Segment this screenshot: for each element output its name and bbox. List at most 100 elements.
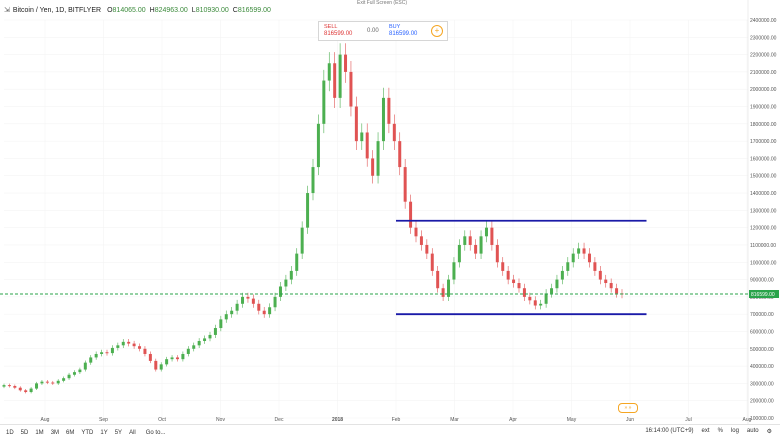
candle-body: [78, 369, 82, 373]
candle-body: [447, 279, 451, 297]
candle-body: [175, 357, 179, 360]
symbol-search-icon[interactable]: ⇲: [4, 7, 10, 14]
x-tick-label: Aug: [41, 417, 50, 423]
candle-body: [257, 303, 261, 311]
candle-body: [2, 385, 6, 387]
candle-body: [365, 132, 369, 159]
candle-body: [550, 288, 554, 294]
range-5y[interactable]: 5Y: [114, 429, 123, 436]
candle-body: [425, 244, 429, 254]
candle-body: [387, 97, 391, 124]
candle-body: [40, 381, 44, 384]
candle-body: [344, 54, 348, 72]
candle-body: [219, 319, 223, 329]
candle-body: [51, 382, 55, 384]
candle-body: [414, 227, 418, 237]
sell-label[interactable]: SELL: [324, 24, 338, 30]
range-6m[interactable]: 6M: [66, 429, 75, 436]
y-tick-label: 1400000.00: [750, 191, 777, 197]
candle-body: [517, 283, 521, 289]
candle-body: [138, 346, 142, 349]
candle-body: [479, 236, 483, 254]
candle-body: [311, 167, 315, 194]
candle-body: [593, 262, 597, 271]
ext-toggle[interactable]: ext: [701, 428, 710, 434]
candle-body: [235, 303, 239, 311]
y-tick-label: 1300000.00: [750, 208, 777, 214]
candle-body: [333, 63, 337, 98]
symbol-title[interactable]: Bitcoin / Yen, 1D, BITFLYER: [12, 6, 102, 14]
candle-body: [208, 334, 212, 339]
y-tick-label: 1900000.00: [750, 105, 777, 111]
x-tick-label: Mar: [450, 417, 459, 423]
percent-toggle[interactable]: %: [717, 428, 723, 434]
candle-body: [463, 236, 467, 245]
bottom-toolbar: 1D 5D 1M 3M 6M YTD 1Y 5Y All Go to... 16…: [0, 424, 780, 440]
x-tick-label: Dec: [275, 417, 284, 423]
candle-body: [62, 378, 66, 381]
x-tick-label: Jul: [685, 417, 691, 423]
log-toggle[interactable]: log: [730, 428, 739, 434]
candles-group: [2, 43, 624, 394]
candle-body: [268, 307, 272, 315]
x-tick-label: Apr: [509, 417, 517, 423]
candle-body: [598, 270, 602, 280]
x-tick-label: Sep: [99, 417, 108, 423]
add-order-icon[interactable]: +: [431, 25, 443, 37]
candle-body: [419, 236, 423, 245]
candle-body: [13, 385, 17, 388]
candle-body: [522, 288, 526, 297]
chart-grid: [4, 19, 748, 419]
range-ytd[interactable]: YTD: [81, 429, 94, 436]
candle-body: [539, 303, 543, 306]
candle-body: [35, 383, 39, 389]
y-tick-label: 2200000.00: [750, 53, 777, 59]
range-1m[interactable]: 1M: [35, 429, 44, 436]
y-tick-label: 2400000.00: [750, 18, 777, 24]
candle-body: [316, 123, 320, 168]
range-1d[interactable]: 1D: [6, 429, 14, 436]
goto-button[interactable]: Go to...: [145, 429, 166, 436]
candle-body: [154, 360, 158, 370]
candle-body: [501, 262, 505, 271]
candle-body: [528, 296, 532, 301]
price-chart[interactable]: 2400000.00 2300000.00 2200000.00 2100000.00…: [0, 0, 780, 424]
candle-body: [533, 300, 537, 306]
candle-body: [544, 293, 548, 304]
candle-body: [615, 288, 619, 294]
candle-body: [338, 54, 342, 98]
y-tick-label: 1100000.00: [750, 243, 776, 249]
range-5d[interactable]: 5D: [20, 429, 29, 436]
candle-body: [94, 353, 98, 358]
candle-body: [604, 279, 608, 284]
candle-body: [273, 296, 277, 308]
range-1y[interactable]: 1Y: [100, 429, 108, 436]
spread-value: 0.00: [367, 28, 379, 34]
candle-body: [110, 347, 114, 354]
y-tick-label: 400000.00: [750, 364, 774, 370]
auto-toggle[interactable]: auto: [746, 428, 759, 434]
scroll-to-realtime-icon[interactable]: » »: [618, 403, 638, 413]
candle-body: [506, 270, 510, 280]
candle-body: [306, 193, 310, 228]
gear-icon[interactable]: ⚙: [766, 429, 772, 435]
candle-body: [89, 357, 93, 363]
candle-body: [116, 345, 120, 348]
candle-body: [45, 381, 49, 383]
buy-price[interactable]: 816599.00: [389, 31, 418, 37]
date-range-buttons: 1D 5D 1M 3M 6M YTD 1Y 5Y All: [6, 430, 136, 436]
candle-body: [83, 362, 87, 370]
x-tick-label: Aug: [743, 417, 752, 423]
exit-fullscreen-button[interactable]: Exit Full Screen (ESC): [357, 0, 408, 6]
candle-body: [121, 341, 125, 346]
range-all[interactable]: All: [129, 429, 136, 436]
sell-price[interactable]: 816599.00: [324, 31, 353, 37]
candle-body: [143, 348, 147, 354]
time-readout[interactable]: 16:14:00 (UTC+9): [645, 428, 694, 434]
range-3m[interactable]: 3M: [50, 429, 60, 436]
y-tick-label: 2000000.00: [750, 87, 777, 93]
candle-body: [197, 340, 201, 346]
candle-body: [371, 158, 375, 176]
buy-label[interactable]: BUY: [389, 24, 401, 30]
candle-body: [105, 352, 109, 354]
